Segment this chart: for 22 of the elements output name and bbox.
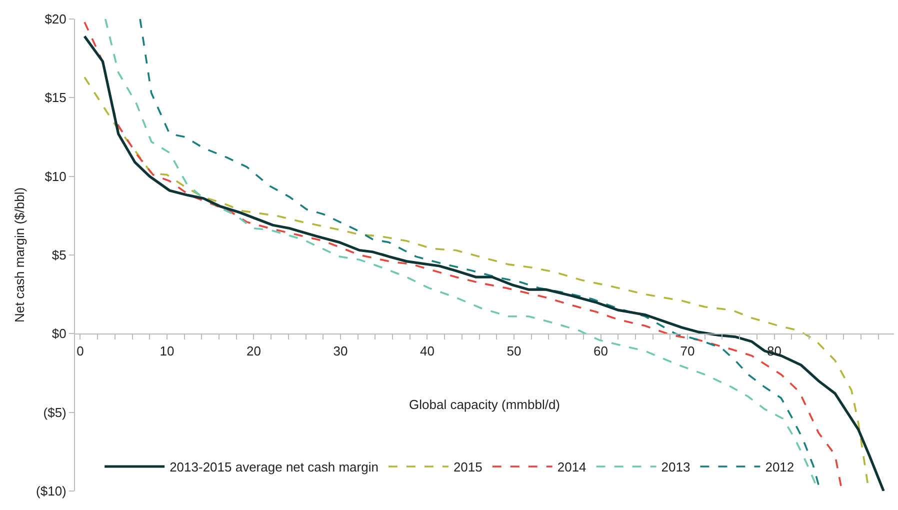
x-axis-title: Global capacity (mmbbl/d)	[409, 396, 560, 412]
x-tick-label: 0	[76, 343, 84, 358]
y-tick-label: $15	[44, 90, 66, 106]
y-tick-label: $10	[44, 168, 66, 184]
legend-label: 2015	[453, 460, 482, 475]
x-tick-label: 50	[506, 343, 522, 358]
x-tick-label: 20	[246, 343, 261, 358]
x-tick-label: 30	[333, 343, 348, 358]
legend-label: 2014	[557, 460, 586, 475]
x-tick-label: 10	[160, 343, 174, 358]
legend-label: 2012	[765, 460, 794, 475]
x-tick-label: 70	[680, 343, 695, 358]
y-tick-label: $5	[52, 248, 66, 263]
x-tick-label: 40	[420, 343, 434, 358]
y-tick-label: ($5)	[43, 404, 66, 420]
y-tick-label: $0	[52, 326, 66, 342]
y-tick-label: ($10)	[36, 484, 66, 499]
legend-label: 2013	[661, 460, 690, 475]
y-tick-label: $20	[44, 12, 66, 27]
y-axis-title: Net cash margin ($/bbl)	[12, 187, 27, 323]
x-tick-label: 60	[594, 343, 608, 358]
legend-label: 2013-2015 average net cash margin	[170, 460, 378, 475]
